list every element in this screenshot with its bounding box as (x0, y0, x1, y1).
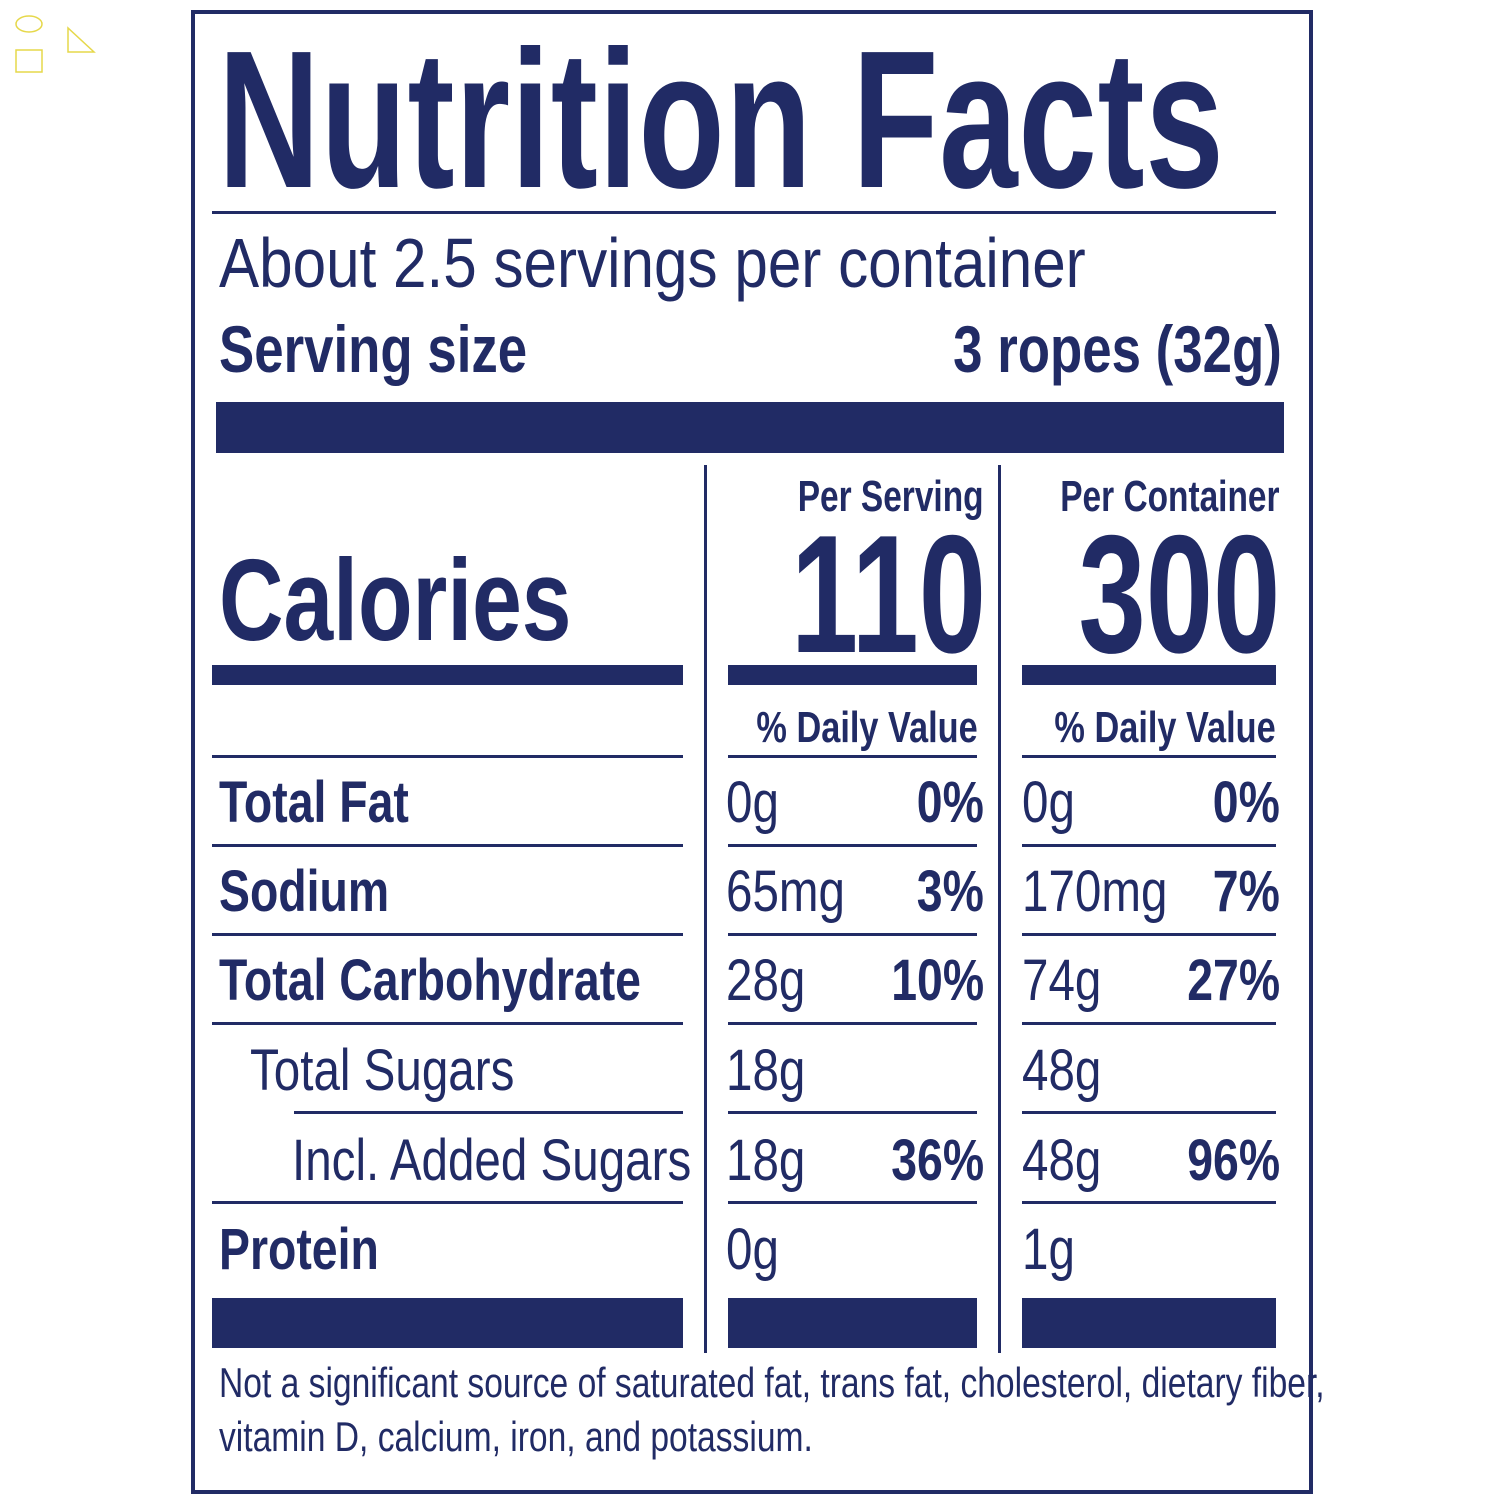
container-dv: 7% (1212, 859, 1280, 924)
serving-amount: 0g (726, 1217, 779, 1282)
container-dv: 96% (1187, 1128, 1280, 1193)
thick-divider-top (216, 402, 1284, 453)
row-line (1022, 1111, 1276, 1114)
nutrient-name: Total Sugars (250, 1038, 515, 1103)
serving-dv: 36% (891, 1128, 984, 1193)
per-container-heading: Per Container (1060, 472, 1280, 521)
row-line (728, 1201, 977, 1204)
serving-dv: 10% (891, 948, 984, 1013)
row-line (728, 844, 977, 847)
footnote-line-2: vitamin D, calcium, iron, and potassium. (219, 1413, 813, 1460)
label-frame (191, 10, 1313, 1494)
square-shape-icon (15, 49, 43, 73)
triangle-shape-icon (67, 26, 96, 53)
calories-bar-label (212, 665, 683, 685)
container-dv: 27% (1187, 948, 1280, 1013)
thick-divider-bottom-serving (728, 1298, 977, 1348)
nutrient-name: Sodium (219, 859, 390, 924)
serving-dv: 0% (916, 770, 984, 835)
serving-size-label: Serving size (219, 312, 528, 386)
title-divider (212, 211, 1276, 214)
container-amount: 48g (1022, 1038, 1102, 1103)
circle-shape-icon (15, 15, 43, 33)
column-divider-2 (998, 465, 1001, 1353)
row-line (728, 933, 977, 936)
row-line (1022, 1201, 1276, 1204)
row-line (728, 1111, 977, 1114)
row-line (1022, 933, 1276, 936)
row-line (728, 1022, 977, 1025)
nutrient-name: Total Carbohydrate (219, 948, 641, 1013)
row-line (212, 1022, 683, 1025)
container-dv: 0% (1212, 770, 1280, 835)
calories-bar-container (1022, 665, 1276, 685)
thick-divider-bottom-label (212, 1298, 683, 1348)
dv-heading-container: % Daily Value (1054, 703, 1276, 752)
container-amount: 170mg (1022, 859, 1168, 924)
serving-amount: 0g (726, 770, 779, 835)
row-line (1022, 844, 1276, 847)
serving-amount: 28g (726, 948, 806, 1013)
calories-bar-serving (728, 665, 977, 685)
column-divider-1 (704, 465, 707, 1353)
footnote-line-1: Not a significant source of saturated fa… (219, 1359, 1325, 1406)
row-line (212, 755, 683, 758)
dv-heading-serving: % Daily Value (756, 703, 978, 752)
row-line (294, 1111, 683, 1114)
nutrient-name: Protein (219, 1217, 379, 1282)
row-line (212, 933, 683, 936)
row-line (1022, 1022, 1276, 1025)
serving-amount: 18g (726, 1128, 806, 1193)
container-amount: 1g (1022, 1217, 1075, 1282)
calories-per-container: 300 (1078, 500, 1280, 688)
calories-per-serving: 110 (790, 500, 986, 688)
nutrient-name: Total Fat (219, 770, 409, 835)
serving-amount: 65mg (726, 859, 845, 924)
nutrient-name: Incl. Added Sugars (292, 1128, 692, 1193)
serving-size-value: 3 ropes (32g) (953, 312, 1282, 386)
thick-divider-bottom-container (1022, 1298, 1276, 1348)
row-line (1022, 755, 1276, 758)
serving-amount: 18g (726, 1038, 806, 1103)
corner-shapes (15, 15, 96, 73)
container-amount: 0g (1022, 770, 1075, 835)
row-line (212, 1201, 683, 1204)
servings-per-container: About 2.5 servings per container (219, 224, 1086, 302)
per-serving-heading: Per Serving (798, 472, 984, 521)
row-line (728, 755, 977, 758)
container-amount: 74g (1022, 948, 1102, 1013)
row-line (212, 844, 683, 847)
label-title: Nutrition Facts (218, 10, 1225, 229)
calories-label: Calories (219, 535, 572, 665)
container-amount: 48g (1022, 1128, 1102, 1193)
serving-dv: 3% (916, 859, 984, 924)
